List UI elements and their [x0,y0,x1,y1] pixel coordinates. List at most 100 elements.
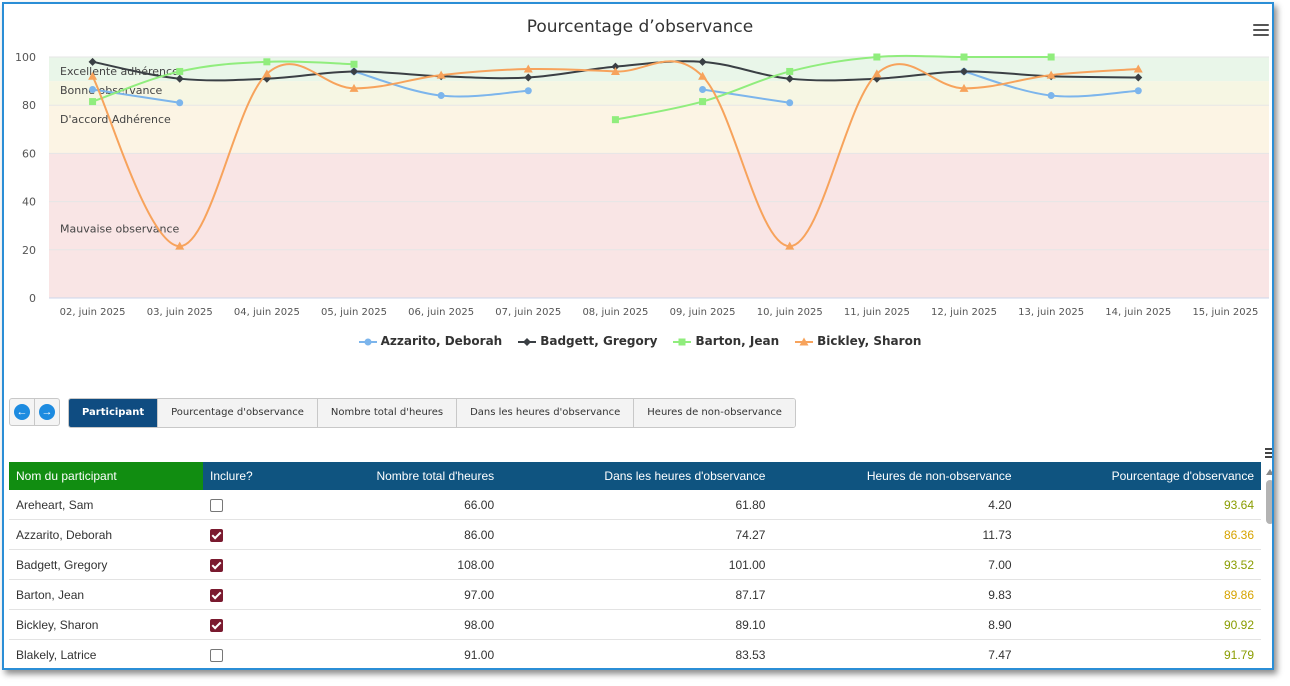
data-point-bickley-sharon [436,70,446,79]
arrow-left-icon[interactable]: ← [10,399,34,425]
tab-non-adherence-hours[interactable]: Heures de non-observance [634,399,795,427]
tab-adherence-percentage[interactable]: Pourcentage d'observance [158,399,318,427]
legend-item[interactable]: Azzarito, Deborah [358,334,503,348]
include-checkbox[interactable] [210,498,223,512]
data-point-bickley-sharon [698,71,708,80]
total-hours: 66.00 [297,490,502,520]
data-point-bickley-sharon [872,69,882,78]
table-row[interactable]: Badgett, Gregory 108.00 101.00 7.00 93.52 [9,549,1261,580]
data-point-bickley-sharon [610,66,620,75]
legend-item[interactable]: Barton, Jean [673,334,779,348]
series-line-barton-jean [92,60,355,103]
table-menu-icon[interactable] [1265,448,1272,461]
data-point-badgett-gregory [88,57,97,66]
legend-item[interactable]: Badgett, Gregory [518,334,657,348]
include-checkbox[interactable] [210,648,223,662]
within-hours: 83.53 [501,639,773,668]
series-line-azzarito-deborah [702,88,790,104]
chart-legend: Azzarito, Deborah Badgett, Gregory Barton,… [4,334,1272,348]
include-checkbox[interactable] [210,558,223,572]
participant-name: Bickley, Sharon [9,609,203,640]
data-point-azzarito-deborah [89,86,97,94]
total-hours: 98.00 [297,609,502,640]
tab-participant[interactable]: Participant [69,399,159,427]
column-tabs: Participant Pourcentage d'observance Nom… [68,398,796,428]
data-point-azzarito-deborah [1134,87,1142,95]
data-point-azzarito-deborah [524,87,532,95]
data-point-azzarito-deborah [786,99,794,107]
table-row[interactable]: Blakely, Latrice 91.00 83.53 7.47 91.79 [9,639,1261,668]
data-point-badgett-gregory [698,57,707,66]
data-point-barton-jean [263,58,271,66]
y-tick-label: 40 [22,196,36,209]
col-header-total-hours[interactable]: Nombre total d'heures [297,462,502,490]
legend-marker-icon [673,338,692,345]
data-point-barton-jean [960,53,968,61]
y-tick-label: 100 [15,51,36,64]
total-hours: 97.00 [297,579,502,610]
data-point-bickley-sharon [175,241,185,250]
data-point-azzarito-deborah [1047,92,1055,100]
adherence-percentage: 93.52 [1018,549,1261,580]
x-tick-label: 15, juin 2025 [1192,307,1258,318]
band-label: D'accord Adhérence [60,113,171,126]
table-scrollbar[interactable] [1264,466,1272,666]
data-point-barton-jean [611,116,619,124]
tab-within-hours[interactable]: Dans les heures d'observance [457,399,635,427]
col-header-name[interactable]: Nom du participant [9,462,203,490]
x-tick-label: 12, juin 2025 [931,307,997,318]
data-point-barton-jean [350,60,358,68]
table-row[interactable]: Azzarito, Deborah 86.00 74.27 11.73 86.36 [9,519,1261,550]
adherence-percentage: 90.92 [1018,609,1261,640]
arrow-right-icon[interactable]: → [34,399,59,425]
chart-menu-icon[interactable] [1253,24,1269,38]
include-cell [203,519,297,550]
col-header-non-hours[interactable]: Heures de non-observance [772,462,1019,490]
participant-name: Azzarito, Deborah [9,519,203,550]
band-3 [49,153,1269,298]
scroll-up-icon[interactable] [1266,469,1272,475]
legend-item[interactable]: Bickley, Sharon [795,334,921,348]
within-hours: 89.10 [501,609,773,640]
band-label: Bonne observance [60,84,162,97]
series-line-barton-jean [615,54,1052,121]
data-point-bickley-sharon [959,83,969,92]
data-point-badgett-gregory [785,74,794,83]
data-point-barton-jean [873,53,881,61]
x-tick-label: 02, juin 2025 [60,307,126,318]
table-header-row: Nom du participant Inclure? Nombre total… [9,462,1261,490]
x-tick-label: 14, juin 2025 [1105,307,1171,318]
include-checkbox[interactable] [210,618,223,632]
legend-label: Barton, Jean [695,334,780,348]
include-checkbox[interactable] [210,528,223,542]
col-header-include[interactable]: Inclure? [203,462,297,490]
table-row[interactable]: Barton, Jean 97.00 87.17 9.83 89.86 [9,579,1261,610]
data-point-barton-jean [89,98,97,106]
table-row[interactable]: Areheart, Sam 66.00 61.80 4.20 93.64 [9,490,1261,520]
non-hours: 7.47 [772,639,1019,668]
scroll-thumb[interactable] [1266,480,1272,524]
within-hours: 87.17 [501,579,773,610]
within-hours: 61.80 [501,490,773,520]
legend-marker-icon [518,337,537,346]
data-point-barton-jean [786,67,794,75]
col-header-within-hours[interactable]: Dans les heures d'observance [501,462,773,490]
tab-total-hours[interactable]: Nombre total d'heures [317,399,458,427]
x-tick-label: 06, juin 2025 [408,307,474,318]
y-tick-label: 0 [29,292,36,305]
include-checkbox[interactable] [210,588,223,602]
band-1 [49,81,1269,106]
adherence-percentage: 86.36 [1018,519,1261,550]
include-cell [203,490,297,520]
legend-marker-icon [358,338,377,345]
col-header-percentage[interactable]: Pourcentage d'observance [1018,462,1261,490]
table-row[interactable]: Bickley, Sharon 98.00 89.10 8.90 90.92 [9,609,1261,640]
adherence-percentage: 89.86 [1018,579,1261,610]
y-tick-label: 20 [22,244,36,257]
adherence-percentage: 93.64 [1018,490,1261,520]
data-point-bickley-sharon [1133,64,1143,73]
data-point-badgett-gregory [960,67,968,76]
data-point-barton-jean [176,67,184,75]
legend-label: Azzarito, Deborah [380,334,503,348]
include-cell [203,549,297,580]
